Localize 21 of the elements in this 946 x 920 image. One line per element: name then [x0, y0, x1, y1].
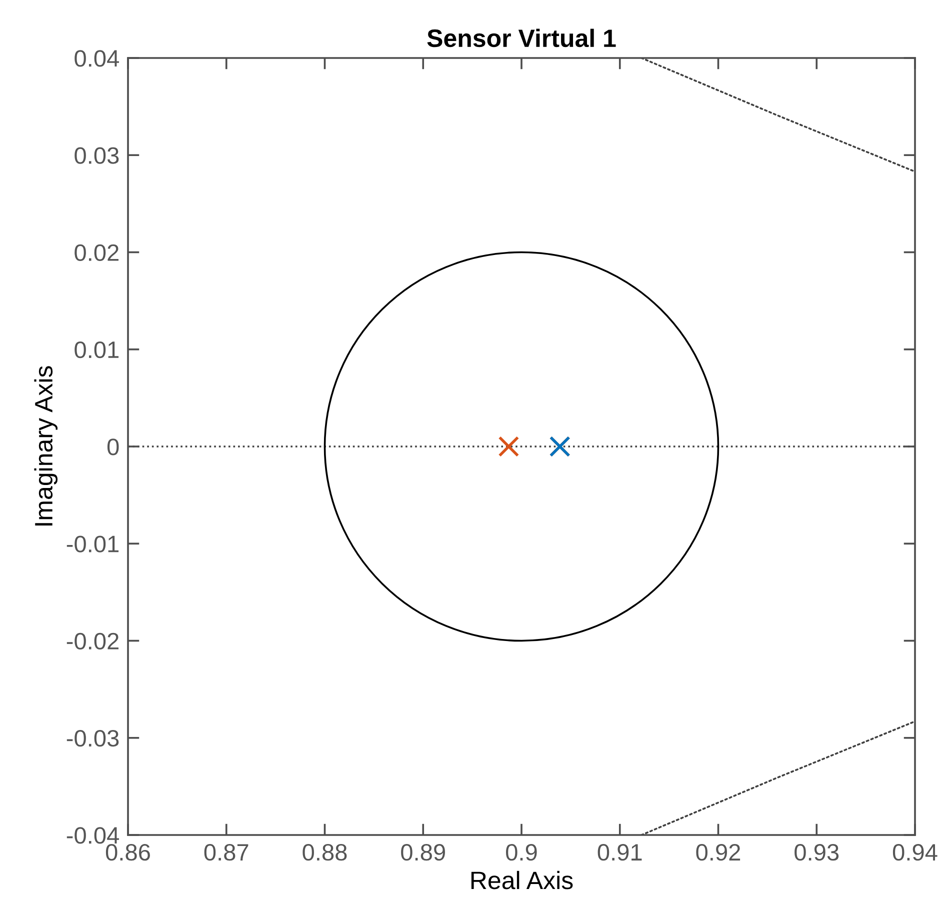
- x-tick-label: 0.93: [794, 844, 839, 861]
- x-axis-title: Real Axis: [471, 870, 573, 890]
- y-tick-label: -0.03: [66, 730, 119, 747]
- x-tick-label: 0.86: [106, 844, 150, 861]
- y-tick-label: 0.01: [74, 341, 119, 358]
- y-tick-label: 0.02: [74, 244, 118, 262]
- x-tick-label: 0.94: [892, 844, 938, 861]
- y-axis-title: Imaginary Axis: [34, 366, 58, 526]
- y-tick-label: 0.03: [74, 147, 119, 164]
- x-tick-label: 0.89: [401, 844, 445, 861]
- y-tick-label: 0.04: [74, 50, 119, 67]
- x-tick-label: 0.92: [696, 844, 740, 861]
- x-tick-label: 0.9: [506, 844, 537, 861]
- y-tick-label: -0.04: [66, 827, 119, 844]
- y-tick-label: 0: [107, 438, 119, 456]
- x-tick-label: 0.87: [204, 844, 248, 861]
- x-tick-label: 0.88: [302, 844, 347, 861]
- chart-title: Sensor Virtual 1: [427, 28, 616, 48]
- x-tick-label: 0.91: [598, 844, 642, 861]
- y-tick-label: -0.01: [66, 536, 119, 552]
- y-tick-label: -0.02: [66, 632, 118, 650]
